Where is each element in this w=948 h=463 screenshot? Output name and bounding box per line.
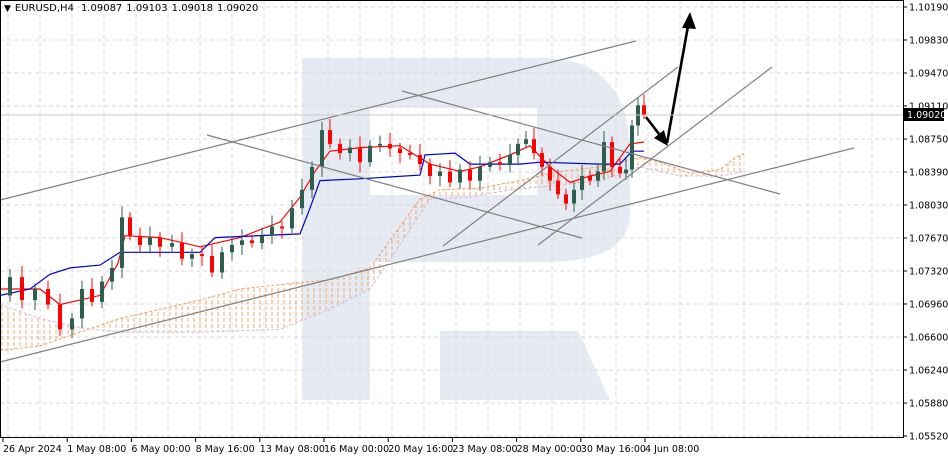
price-label: 1.05880	[909, 399, 948, 410]
time-label: 4 Jun 08:00	[645, 444, 699, 455]
price-label: 1.08030	[909, 201, 948, 212]
symbol-header: ▼ EURUSD,H4 1.09087 1.09103 1.09018 1.09…	[4, 3, 258, 14]
triangle-down-icon[interactable]: ▼	[4, 3, 11, 14]
trend-lines[interactable]	[0, 40, 855, 363]
time-label: 20 May 16:00	[388, 444, 453, 455]
time-label: 1 May 08:00	[67, 444, 126, 455]
price-label: 1.05520	[909, 432, 948, 443]
grid	[0, 0, 903, 437]
time-axis[interactable]: 26 Apr 2024 1 May 08:00 6 May 00:00 8 May 1…	[2, 437, 699, 455]
ichimoku-cloud	[0, 152, 746, 352]
forecast-arrow[interactable]	[644, 12, 696, 146]
ichimoku-lines	[0, 141, 645, 306]
price-label: 1.06240	[909, 366, 948, 377]
current-price-badge: 1.09020	[904, 108, 946, 121]
time-label: 16 May 00:00	[324, 444, 389, 455]
time-label: 23 May 08:00	[452, 444, 517, 455]
price-label: 1.07670	[909, 234, 948, 245]
price-label: 1.09470	[909, 69, 948, 80]
price-label: 1.09830	[909, 36, 948, 47]
open-value: 1.09087	[80, 3, 123, 14]
time-label: 8 May 16:00	[196, 444, 255, 455]
price-label: 1.08750	[909, 135, 948, 146]
price-label: 1.08390	[909, 168, 948, 179]
low-value: 1.09018	[171, 3, 214, 14]
price-label: 1.06960	[909, 300, 948, 311]
high-value: 1.09103	[126, 3, 168, 14]
time-label: 28 May 00:00	[517, 444, 582, 455]
price-label: 1.09110	[909, 102, 948, 113]
price-axis[interactable]: 1.10190 1.09830 1.09470 1.09110 1.08750 1.083…	[903, 3, 948, 443]
price-label: 1.06600	[909, 333, 948, 344]
time-label: 30 May 16:00	[581, 444, 646, 455]
price-label: 1.10190	[909, 3, 948, 14]
close-value: 1.09020	[217, 3, 259, 14]
time-label: 13 May 08:00	[260, 444, 325, 455]
time-label: 26 Apr 2024	[3, 444, 62, 455]
time-label: 6 May 00:00	[131, 444, 190, 455]
svg-text:1.09020: 1.09020	[907, 110, 946, 121]
price-label: 1.07320	[909, 267, 948, 278]
symbol-label: EURUSD,H4	[14, 3, 74, 14]
